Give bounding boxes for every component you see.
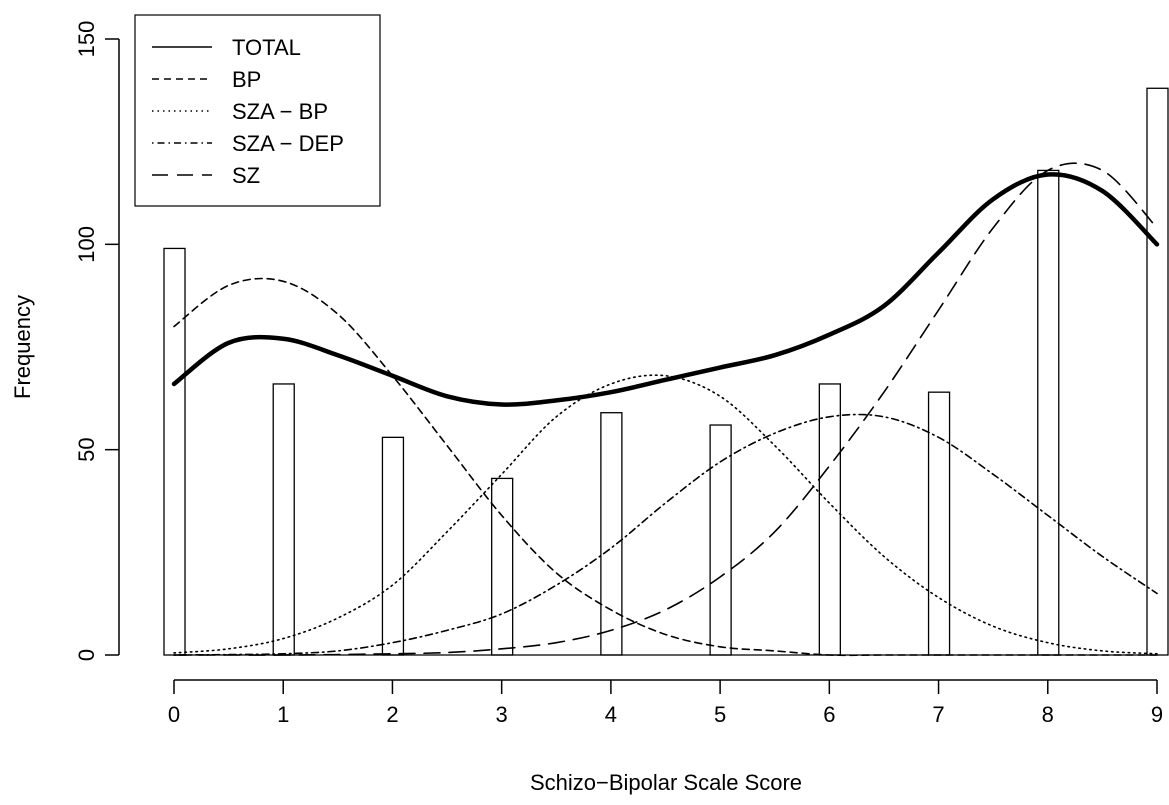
bar xyxy=(1146,87,1169,656)
x-tick-label: 4 xyxy=(605,702,617,727)
bar xyxy=(927,391,951,656)
bar xyxy=(709,424,732,656)
legend-label: SZA − BP xyxy=(232,99,328,124)
x-tick-label: 7 xyxy=(932,702,944,727)
x-tick-label: 0 xyxy=(168,702,180,727)
ticks-layer: 0 1 2 3 4 5 6 7 8 9 0 50 100 150 xyxy=(74,21,1163,727)
y-tick-label: 0 xyxy=(74,649,99,661)
legend-label: TOTAL xyxy=(232,35,301,60)
y-axis-title: Frequency xyxy=(10,295,35,399)
legend-entries: TOTAL BP SZA − BP SZA − DEP SZ xyxy=(152,35,344,188)
series-line-1 xyxy=(173,277,1158,657)
x-tick-label: 3 xyxy=(496,702,508,727)
series-line-0 xyxy=(171,172,1160,407)
x-tick-label: 6 xyxy=(823,702,835,727)
bar xyxy=(491,477,514,656)
series-line-4 xyxy=(173,162,1158,656)
bar xyxy=(818,383,841,656)
legend-label: SZ xyxy=(232,163,260,188)
y-tick-label: 100 xyxy=(74,226,99,263)
bar xyxy=(600,412,623,656)
x-tick-label: 5 xyxy=(714,702,726,727)
legend: TOTAL BP SZA − BP SZA − DEP SZ xyxy=(134,14,381,207)
y-tick-label: 150 xyxy=(74,21,99,58)
x-tick-label: 8 xyxy=(1042,702,1054,727)
curves-layer xyxy=(171,162,1160,657)
legend-label: SZA − DEP xyxy=(232,131,344,156)
bar xyxy=(381,436,405,656)
series-line-3 xyxy=(173,413,1158,656)
x-tick-label: 2 xyxy=(386,702,398,727)
legend-label: BP xyxy=(232,67,261,92)
y-tick-label: 50 xyxy=(74,437,99,461)
bar xyxy=(163,247,186,656)
bar xyxy=(1037,169,1060,656)
axes-layer xyxy=(118,39,1157,681)
bar xyxy=(272,383,295,656)
x-tick-label: 1 xyxy=(277,702,289,727)
x-tick-label: 9 xyxy=(1151,702,1163,727)
bars-layer xyxy=(163,87,1169,656)
series-line-2 xyxy=(173,374,1158,655)
x-axis-title: Schizo−Bipolar Scale Score xyxy=(530,770,802,795)
